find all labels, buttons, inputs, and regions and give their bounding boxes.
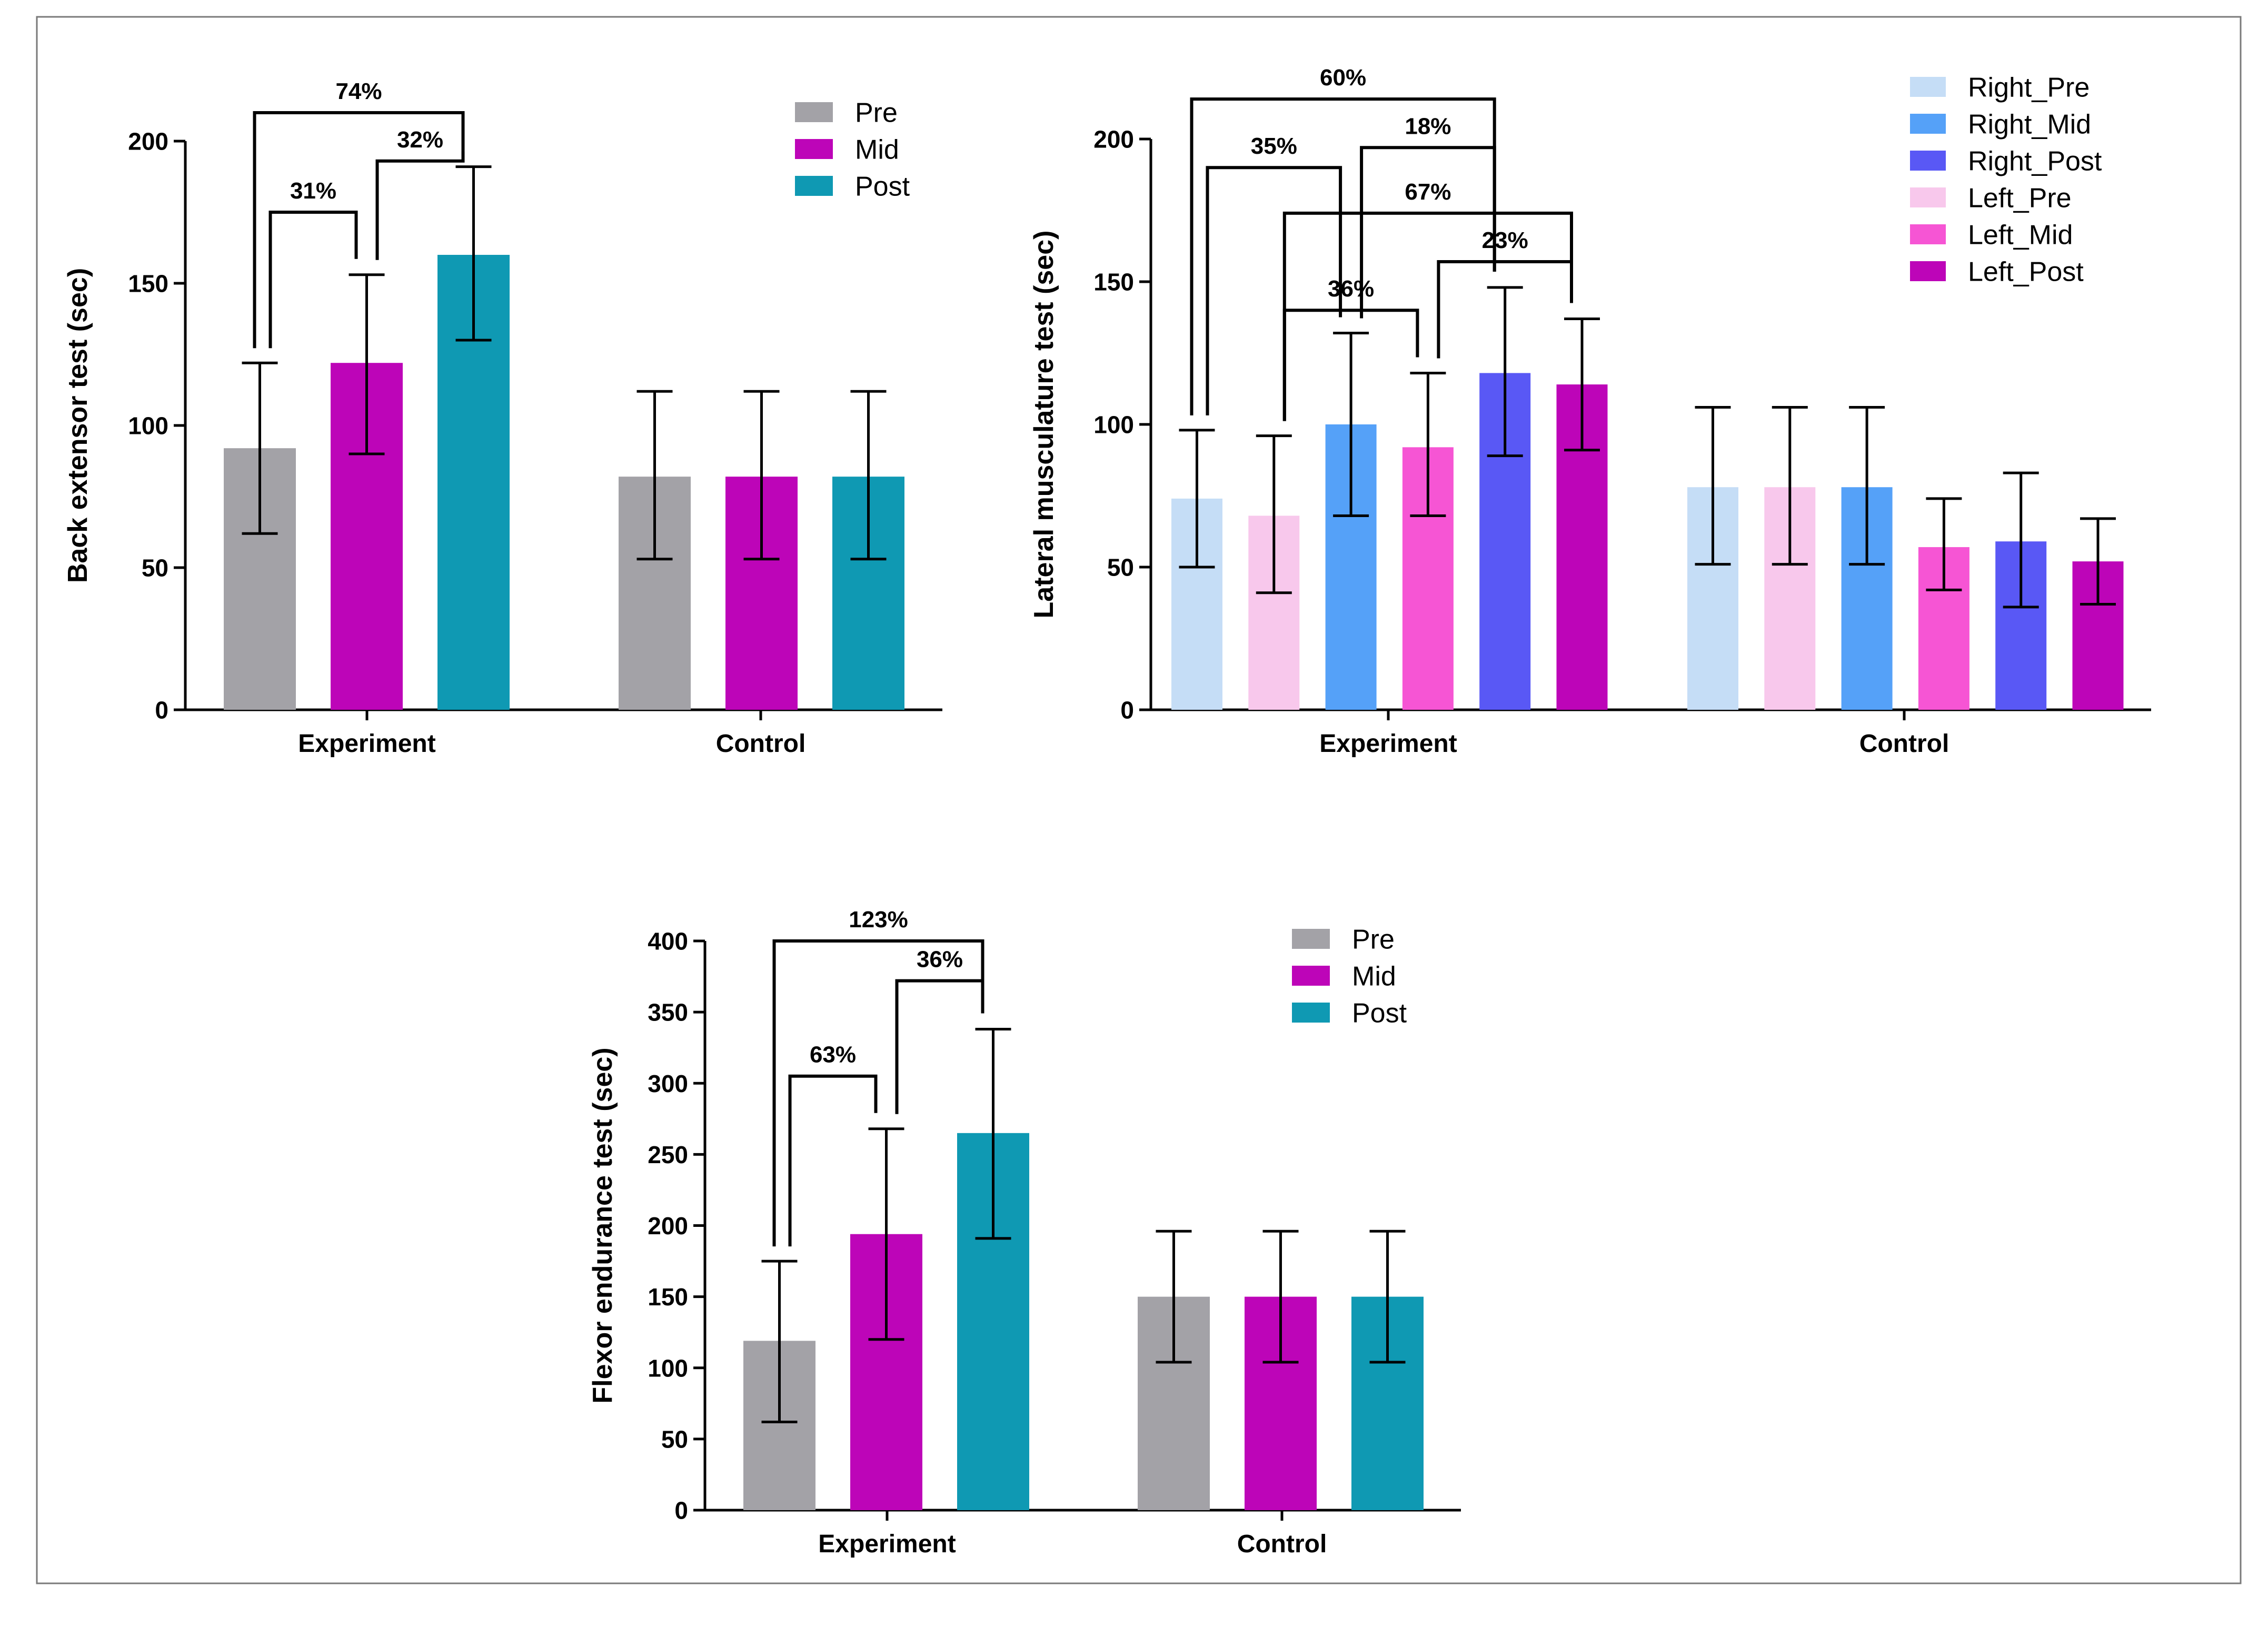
legend-label-right-pre: Right_Pre xyxy=(1968,73,2090,103)
legend-label-left-mid: Left_Mid xyxy=(1968,220,2073,251)
y-tick-label: 150 xyxy=(1093,269,1134,296)
y-tick-label: 50 xyxy=(142,554,168,582)
y-tick-label: 100 xyxy=(648,1354,688,1382)
bracket-label: 18% xyxy=(1405,113,1451,139)
significance-bracket xyxy=(1282,309,1419,421)
bracket-label: 36% xyxy=(917,947,963,973)
category-label-experiment: Experiment xyxy=(1319,730,1457,758)
bracket-label: 35% xyxy=(1251,133,1297,159)
y-axis-label: Back extensor test (sec) xyxy=(63,268,93,583)
bracket-label: 31% xyxy=(290,178,336,204)
bracket-label: 60% xyxy=(1320,65,1366,91)
significance-bracket xyxy=(788,1074,878,1247)
legend-label-post: Post xyxy=(1352,998,1407,1029)
bracket-label: 23% xyxy=(1482,227,1528,253)
bracket-label: 74% xyxy=(335,78,382,104)
y-tick-label: 0 xyxy=(674,1497,688,1524)
legend-label-right-post: Right_Post xyxy=(1968,146,2102,177)
y-tick-label: 100 xyxy=(128,412,168,440)
legend-label-pre: Pre xyxy=(1352,925,1395,955)
significance-bracket xyxy=(1206,166,1342,415)
significance-bracket xyxy=(772,939,984,1247)
legend-label-pre: Pre xyxy=(855,98,898,128)
y-tick-label: 200 xyxy=(128,128,168,155)
category-label-experiment: Experiment xyxy=(818,1530,956,1558)
category-label-control: Control xyxy=(1859,730,1949,758)
legend-label-left-pre: Left_Pre xyxy=(1968,183,2072,214)
y-tick-label: 100 xyxy=(1093,411,1134,439)
significance-bracket xyxy=(253,111,465,349)
legend-swatch-post xyxy=(1292,1003,1330,1023)
y-tick-label: 50 xyxy=(1107,554,1134,581)
category-label-experiment: Experiment xyxy=(298,730,435,758)
legend-swatch-left-pre xyxy=(1910,187,1946,207)
significance-bracket xyxy=(895,979,984,1114)
significance-bracket xyxy=(1360,146,1496,319)
legend-swatch-pre xyxy=(1292,929,1330,949)
legend-swatch-left-mid xyxy=(1910,224,1946,244)
legend-label-post: Post xyxy=(855,172,910,202)
bracket-label: 36% xyxy=(1328,276,1374,302)
legend-swatch-post xyxy=(795,176,833,196)
legend-swatch-right-pre xyxy=(1910,77,1946,97)
lateral-musculature-chart: 0 50 100 150 200 Lateral musculature test (se… xyxy=(1029,65,2151,758)
legend-swatch-right-post xyxy=(1910,151,1946,171)
significance-bracket xyxy=(375,151,465,260)
y-tick-label: 150 xyxy=(648,1283,688,1311)
y-axis-label: Lateral musculature test (sec) xyxy=(1029,231,1059,619)
significance-bracket xyxy=(268,211,358,349)
bracket-label: 123% xyxy=(849,907,908,933)
significance-bracket xyxy=(1437,260,1573,359)
legend-swatch-pre xyxy=(795,102,833,122)
y-tick-label: 0 xyxy=(1120,697,1134,724)
legend-swatch-mid xyxy=(795,139,833,159)
bracket-label: 63% xyxy=(810,1042,856,1068)
flexor-endurance-chart: 0 50 100 150 200 250 300 350 400 Flexor endurance… xyxy=(588,907,1461,1558)
y-tick-label: 350 xyxy=(648,999,688,1026)
category-label-control: Control xyxy=(1237,1530,1327,1558)
legend-label-left-post: Left_Post xyxy=(1968,257,2084,287)
legend-swatch-mid xyxy=(1292,966,1330,986)
category-label-control: Control xyxy=(716,730,806,758)
back-extensor-chart: 0 50 100 150 200 Back extensor test (sec) Expe… xyxy=(63,78,942,758)
legend-label-mid: Mid xyxy=(855,135,899,165)
y-tick-label: 150 xyxy=(128,270,168,298)
y-tick-label: 50 xyxy=(661,1425,688,1453)
legend-label-mid: Mid xyxy=(1352,961,1396,992)
bracket-label: 32% xyxy=(397,127,443,153)
y-tick-label: 400 xyxy=(648,928,688,955)
y-tick-label: 250 xyxy=(648,1141,688,1168)
legend-label-right-mid: Right_Mid xyxy=(1968,110,2091,140)
y-tick-label: 200 xyxy=(648,1212,688,1240)
y-tick-label: 300 xyxy=(648,1070,688,1097)
y-axis-label: Flexor endurance test (sec) xyxy=(588,1047,618,1403)
bracket-label: 67% xyxy=(1405,179,1451,205)
y-tick-label: 0 xyxy=(155,697,168,724)
legend-swatch-right-mid xyxy=(1910,114,1946,134)
legend-swatch-left-post xyxy=(1910,261,1946,281)
y-tick-label: 200 xyxy=(1093,126,1134,153)
